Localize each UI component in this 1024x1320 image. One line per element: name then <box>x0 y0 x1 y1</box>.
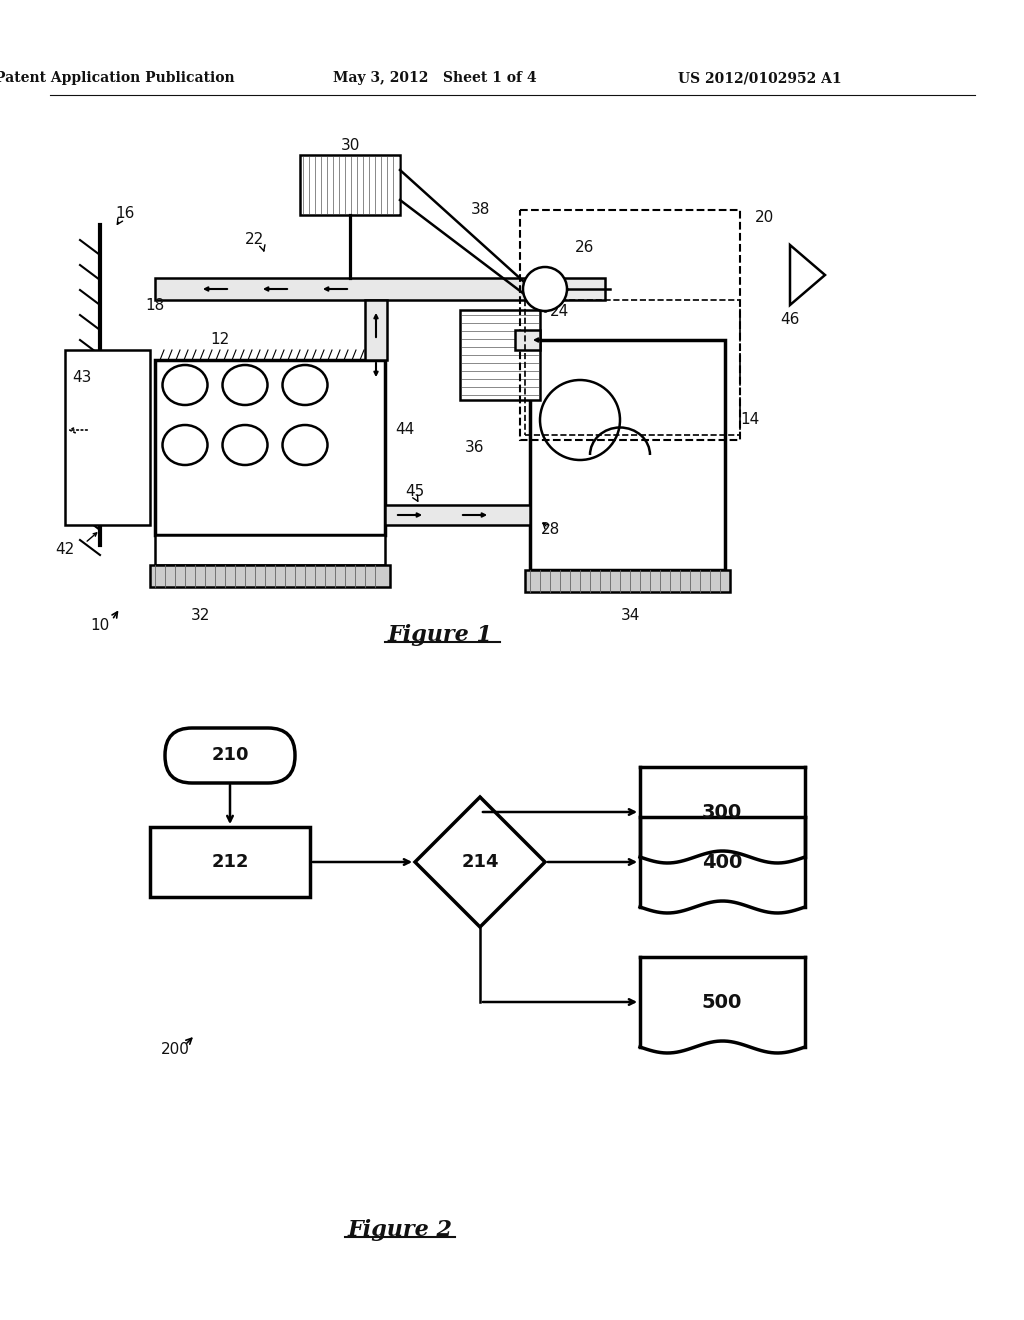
Text: 500: 500 <box>701 993 742 1011</box>
Bar <box>150 565 390 587</box>
Bar <box>155 360 385 535</box>
Text: 20: 20 <box>755 210 774 226</box>
Text: 16: 16 <box>116 206 135 220</box>
Bar <box>365 300 387 360</box>
Bar <box>150 828 310 898</box>
Text: 214: 214 <box>461 853 499 871</box>
Text: 42: 42 <box>55 543 75 557</box>
Text: 38: 38 <box>470 202 489 218</box>
Text: 30: 30 <box>340 137 359 153</box>
Ellipse shape <box>163 425 208 465</box>
Text: 28: 28 <box>541 523 560 537</box>
Text: Figure 2: Figure 2 <box>347 1218 453 1241</box>
Text: 400: 400 <box>701 853 742 871</box>
Text: 43: 43 <box>73 371 92 385</box>
Bar <box>385 506 530 525</box>
Text: US 2012/0102952 A1: US 2012/0102952 A1 <box>678 71 842 84</box>
Text: 44: 44 <box>395 422 415 437</box>
Circle shape <box>523 267 567 312</box>
Text: 22: 22 <box>246 232 264 248</box>
Text: 12: 12 <box>210 333 229 347</box>
Bar <box>300 154 400 215</box>
Ellipse shape <box>163 366 208 405</box>
Bar <box>515 330 540 350</box>
Text: 212: 212 <box>211 853 249 871</box>
Bar <box>530 341 725 570</box>
Bar <box>155 535 385 565</box>
Text: 300: 300 <box>701 803 742 821</box>
Bar <box>520 210 740 440</box>
Text: 34: 34 <box>621 607 640 623</box>
Bar <box>155 279 605 300</box>
Text: Patent Application Publication: Patent Application Publication <box>0 71 234 84</box>
Ellipse shape <box>222 366 267 405</box>
Text: 45: 45 <box>406 484 425 499</box>
Text: May 3, 2012   Sheet 1 of 4: May 3, 2012 Sheet 1 of 4 <box>333 71 537 84</box>
Text: 24: 24 <box>550 305 569 319</box>
Bar <box>460 310 540 400</box>
Ellipse shape <box>283 366 328 405</box>
Polygon shape <box>415 797 545 927</box>
Polygon shape <box>790 246 825 305</box>
Text: 18: 18 <box>145 297 165 313</box>
Text: 10: 10 <box>90 618 110 632</box>
Ellipse shape <box>283 425 328 465</box>
Text: Figure 1: Figure 1 <box>387 624 493 645</box>
Text: 200: 200 <box>161 1043 189 1057</box>
Text: 26: 26 <box>575 240 594 256</box>
FancyBboxPatch shape <box>165 729 295 783</box>
Text: 32: 32 <box>190 607 210 623</box>
Ellipse shape <box>222 425 267 465</box>
Text: 36: 36 <box>465 441 484 455</box>
Text: 46: 46 <box>780 313 800 327</box>
Bar <box>65 350 150 525</box>
Text: 14: 14 <box>740 412 759 428</box>
Bar <box>525 570 730 591</box>
Text: 210: 210 <box>211 746 249 764</box>
